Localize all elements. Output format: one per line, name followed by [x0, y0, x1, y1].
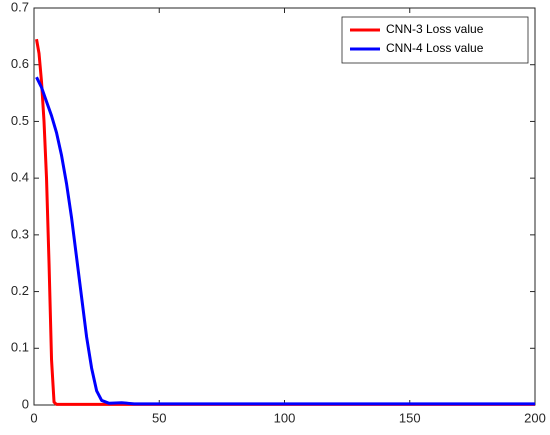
y-tick-label: 0.7 [11, 0, 29, 14]
line [35, 38, 535, 406]
y-tick-label: 0.2 [11, 283, 29, 298]
legend: CNN-3 Loss value CNN-4 Loss value [341, 16, 529, 64]
y-tick-label: 0 [22, 396, 29, 411]
y-tick-label: 0.1 [11, 340, 29, 355]
x-tick-label: 100 [274, 410, 296, 425]
y-tick-label: 0.6 [11, 56, 29, 71]
y-tick-label: 0.5 [11, 113, 29, 128]
x-tick-label: 50 [152, 410, 166, 425]
x-tick-label: 200 [524, 410, 546, 425]
legend-label: CNN-4 Loss value [386, 41, 484, 55]
x-tick-label: 150 [399, 410, 421, 425]
x-tick-label: 0 [30, 410, 37, 425]
line [35, 76, 535, 406]
y-tick-label: 0.4 [11, 170, 29, 185]
legend-label: CNN-3 Loss value [386, 22, 484, 36]
legend-box [341, 16, 529, 64]
plot-area [33, 7, 536, 406]
y-tick-label: 0.3 [11, 226, 29, 241]
